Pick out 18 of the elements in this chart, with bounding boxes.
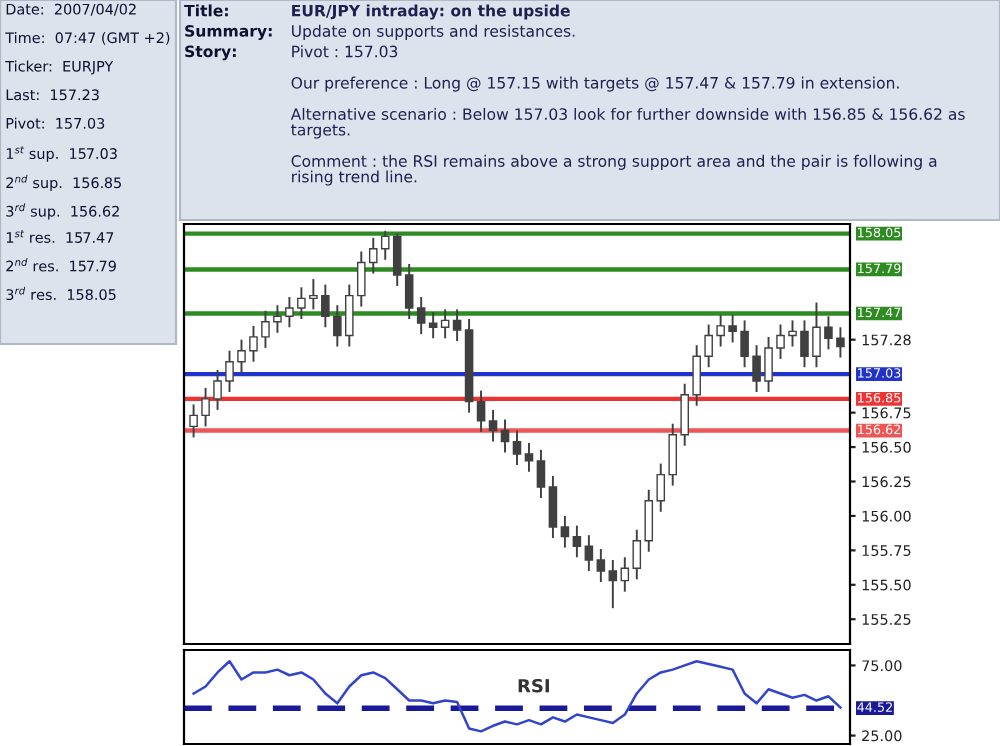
candlestick: [512, 429, 522, 466]
candlestick: [476, 389, 486, 433]
candlestick: [500, 418, 510, 454]
annotation: RSI: [518, 678, 549, 693]
candlestick: [440, 308, 450, 340]
candlestick: [416, 296, 426, 336]
candlestick: [596, 548, 606, 583]
candlestick: [608, 559, 618, 610]
candlestick: [548, 475, 558, 539]
candlestick: [428, 311, 438, 340]
candlestick: [536, 448, 546, 499]
candlestick: [452, 308, 462, 343]
candlestick: [524, 441, 534, 473]
line-series: [192, 659, 842, 733]
candlestick: [488, 408, 498, 443]
candlestick: [584, 534, 594, 572]
candlestick: [572, 524, 582, 559]
candlestick: [560, 514, 570, 549]
